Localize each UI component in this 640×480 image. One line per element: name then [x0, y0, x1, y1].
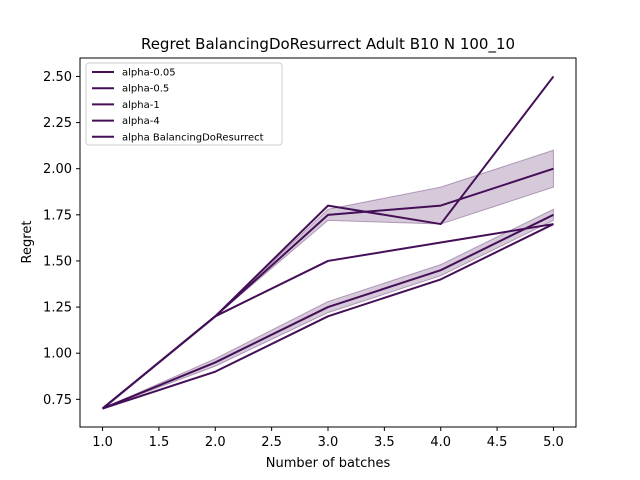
x-tick-label: 3.0 [318, 435, 339, 450]
x-tick-label: 2.5 [261, 435, 282, 450]
legend-entry: alpha-1 [122, 100, 160, 111]
y-axis-ticks: 0.75 1.00 1.25 1.50 1.75 2.00 2.25 2.50 [43, 70, 80, 408]
legend-entry: alpha-4 [122, 116, 160, 127]
x-tick-label: 4.0 [430, 435, 451, 450]
x-tick-label: 3.5 [374, 435, 395, 450]
chart-title: Regret BalancingDoResurrect Adult B10 N … [141, 35, 515, 54]
x-tick-label: 5.0 [543, 435, 564, 450]
legend-entry: alpha-0.05 [122, 68, 176, 79]
legend-entry: alpha-0.5 [122, 84, 169, 95]
x-tick-label: 2.0 [205, 435, 226, 450]
y-tick-label: 2.25 [43, 116, 72, 131]
y-axis-label: Regret [20, 221, 35, 264]
x-axis-label: Number of batches [266, 456, 391, 471]
x-tick-label: 1.0 [92, 435, 113, 450]
legend-entry: alpha BalancingDoResurrect [122, 132, 264, 143]
y-tick-label: 1.75 [43, 208, 72, 223]
legend-box [85, 62, 283, 146]
x-tick-label: 4.5 [487, 435, 508, 450]
y-tick-label: 1.00 [43, 347, 72, 362]
legend: alpha-0.05 alpha-0.5 alpha-1 alpha-4 alpha B… [85, 62, 283, 146]
x-axis-ticks: 1.0 1.5 2.0 2.5 3.0 3.5 4.0 4.5 5.0 [92, 427, 564, 450]
line-series-4 [101, 167, 554, 410]
y-tick-label: 2.50 [43, 70, 72, 85]
x-tick-label: 1.5 [149, 435, 170, 450]
y-tick-label: 2.00 [43, 162, 72, 177]
y-tick-label: 0.75 [43, 393, 72, 408]
series-lines [101, 75, 555, 410]
y-tick-label: 1.25 [43, 301, 72, 316]
line-series-0 [102, 223, 554, 410]
y-tick-label: 1.50 [43, 254, 72, 269]
line-series-3 [102, 213, 554, 410]
